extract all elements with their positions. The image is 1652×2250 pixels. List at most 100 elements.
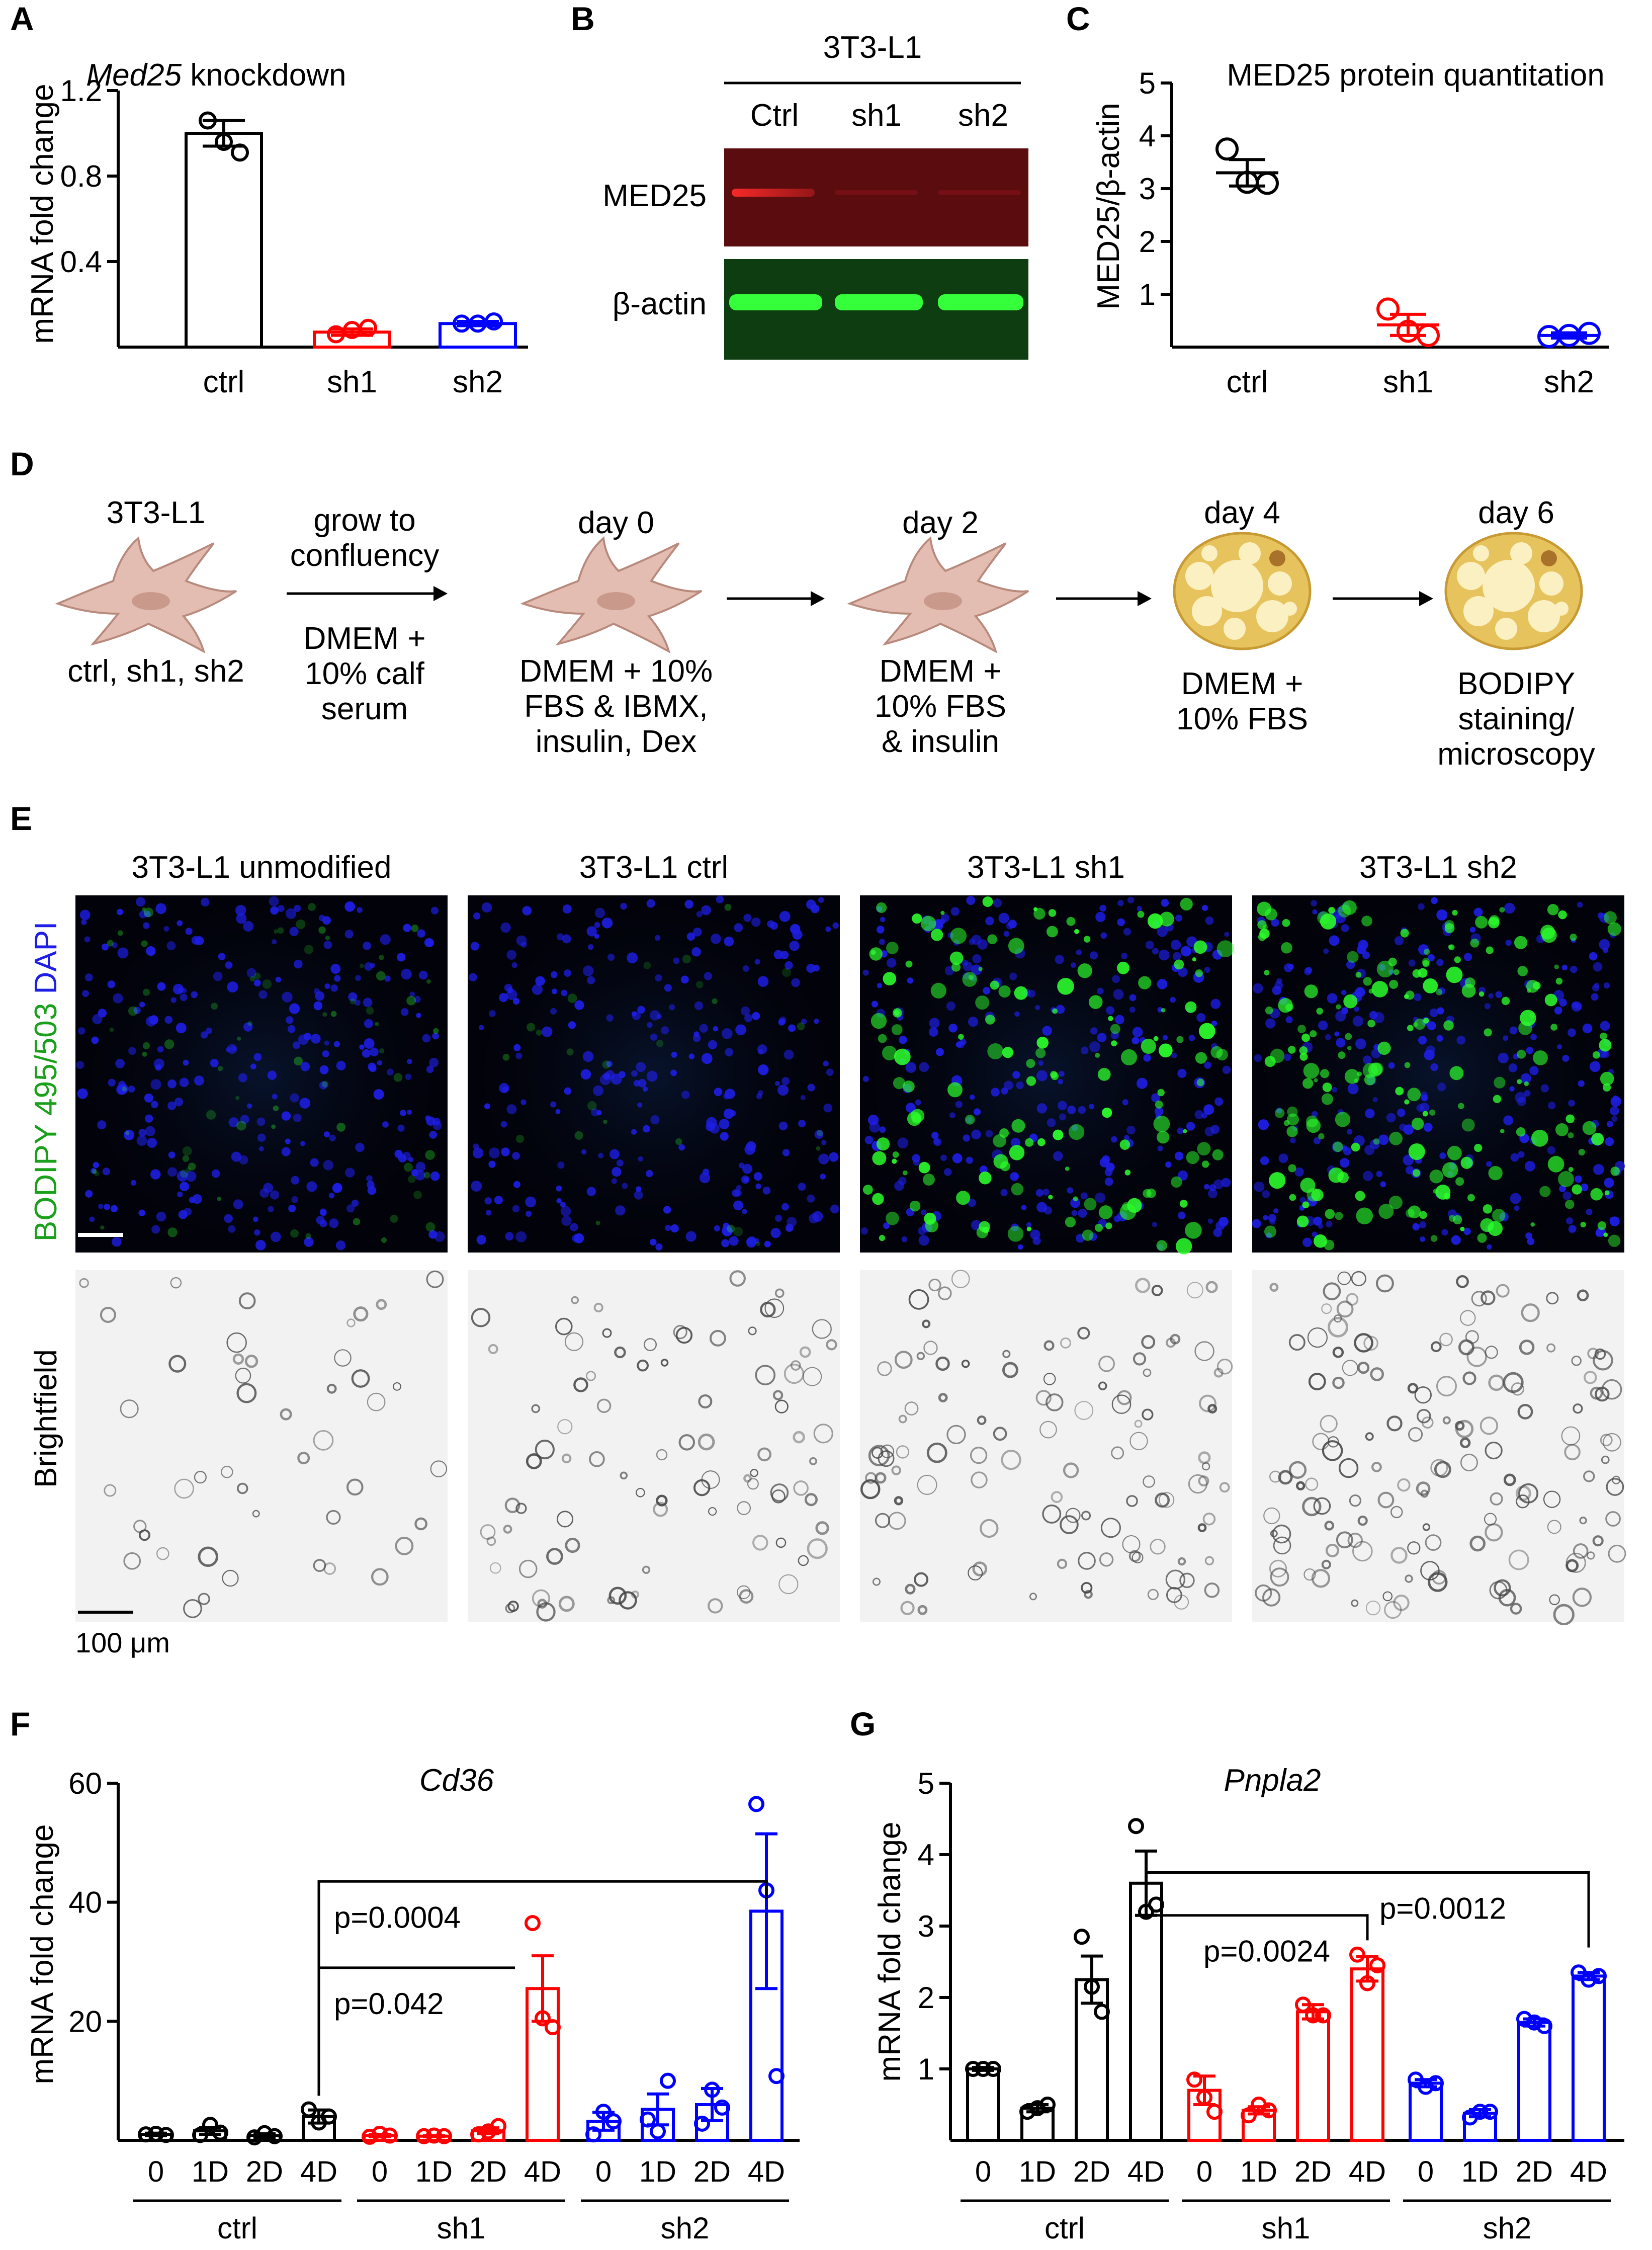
brightfield-cell xyxy=(1143,1475,1155,1488)
bodipy-droplet xyxy=(1371,981,1388,997)
dapi-nucleus xyxy=(757,1090,763,1096)
bodipy-droplet xyxy=(893,1008,902,1018)
brightfield-cell xyxy=(1035,1390,1052,1406)
bodipy-droplet xyxy=(1453,1215,1462,1225)
dapi-nucleus xyxy=(406,1058,412,1064)
brightfield-cell xyxy=(414,1517,427,1531)
bodipy-droplet xyxy=(236,1121,246,1131)
dapi-nucleus xyxy=(167,1101,177,1110)
bodipy-droplet xyxy=(237,1036,241,1041)
dapi-nucleus xyxy=(1017,1244,1023,1250)
dapi-nucleus xyxy=(1016,1081,1024,1090)
dapi-nucleus xyxy=(1117,900,1124,906)
bodipy-droplet xyxy=(797,1022,805,1031)
dapi-nucleus xyxy=(512,997,520,1005)
dapi-nucleus xyxy=(227,981,238,993)
dapi-nucleus xyxy=(1341,924,1349,933)
bodipy-droplet xyxy=(1343,994,1358,1009)
dapi-nucleus xyxy=(1518,1151,1525,1158)
dapi-nucleus xyxy=(985,916,994,926)
dapi-nucleus xyxy=(1606,1121,1613,1128)
dapi-nucleus xyxy=(736,1185,742,1191)
dapi-nucleus xyxy=(767,920,775,928)
dapi-nucleus xyxy=(704,972,713,980)
brightfield-cell xyxy=(1077,1326,1090,1340)
dapi-nucleus xyxy=(735,1024,746,1036)
brightfield-cell xyxy=(280,1408,292,1421)
brightfield-cell xyxy=(1336,1300,1354,1318)
data-point xyxy=(714,2099,730,2116)
bodipy-droplet xyxy=(211,1003,218,1010)
brightfield-cell xyxy=(1303,1568,1316,1581)
bodipy-droplet xyxy=(1011,1183,1024,1196)
dapi-nucleus xyxy=(725,1048,733,1057)
bodipy-droplet xyxy=(940,910,945,915)
dapi-nucleus xyxy=(969,938,976,945)
dapi-nucleus xyxy=(336,1061,346,1070)
dapi-nucleus xyxy=(681,1091,690,1099)
brightfield-cell xyxy=(1324,1521,1334,1531)
brightfield-cell xyxy=(515,1503,527,1514)
dapi-nucleus xyxy=(1076,949,1082,955)
bodipy-droplet xyxy=(993,1134,1006,1148)
dapi-nucleus xyxy=(93,1161,99,1169)
dapi-nucleus xyxy=(328,1193,335,1199)
x-tick-label: 4D xyxy=(1127,2155,1165,2188)
brightfield-cell xyxy=(926,1442,947,1463)
dapi-nucleus xyxy=(1508,1063,1518,1072)
brightfield-cell xyxy=(79,1278,89,1288)
bodipy-droplet xyxy=(930,929,943,941)
dapi-nucleus xyxy=(400,1008,409,1016)
bodipy-droplet xyxy=(879,1234,886,1241)
x-tick-label: 0 xyxy=(975,2155,991,2188)
brightfield-cell xyxy=(1334,1314,1342,1323)
bodipy-droplet xyxy=(862,1185,873,1195)
brightfield-cell xyxy=(198,1546,218,1567)
brightfield-cell xyxy=(1428,1572,1448,1592)
bodipy-droplet xyxy=(1599,1039,1612,1052)
brightfield-cell xyxy=(488,1344,498,1354)
x-tick-label: ctrl xyxy=(203,365,245,399)
bodipy-droplet xyxy=(979,1172,992,1185)
bodipy-droplet xyxy=(411,925,419,932)
brightfield-cell xyxy=(1122,1535,1141,1553)
brightfield-cell xyxy=(1327,1436,1339,1448)
panel-letter-c: C xyxy=(1066,0,1090,37)
bodipy-droplet xyxy=(1335,1212,1343,1220)
brightfield-cell xyxy=(760,1301,776,1318)
dapi-nucleus xyxy=(1509,1086,1515,1092)
dapi-nucleus xyxy=(351,1199,359,1207)
bodipy-droplet xyxy=(502,1053,510,1061)
brightfield-cell xyxy=(1579,1517,1587,1525)
bodipy-droplet xyxy=(1429,1170,1443,1184)
dapi-nucleus xyxy=(1271,919,1279,927)
dapi-nucleus xyxy=(1347,1129,1353,1135)
dapi-nucleus xyxy=(471,1181,482,1192)
bodipy-droplet xyxy=(1444,920,1454,930)
bodipy-droplet xyxy=(1065,1166,1070,1171)
brightfield-cell xyxy=(1508,1549,1529,1570)
dapi-nucleus xyxy=(1337,906,1343,913)
brightfield-cell xyxy=(1600,1434,1613,1447)
bodipy-droplet xyxy=(1317,911,1331,925)
brightfield-cell xyxy=(252,1510,260,1518)
brightfield-cell xyxy=(894,1496,904,1506)
dapi-nucleus xyxy=(313,1001,323,1011)
bodipy-droplet xyxy=(1610,1166,1620,1176)
dapi-nucleus xyxy=(933,919,943,929)
step1-top-1: grow to xyxy=(313,503,415,538)
brightfield-cell xyxy=(922,1319,931,1328)
brightfield-cell xyxy=(1351,1599,1359,1607)
bodipy-droplet xyxy=(390,1214,398,1223)
dapi-nucleus xyxy=(494,1196,503,1205)
bodipy-droplet xyxy=(1314,1234,1327,1248)
dapi-nucleus xyxy=(287,1025,296,1033)
brightfield-cell xyxy=(708,1598,723,1614)
brightfield-cell xyxy=(1099,1552,1114,1567)
brightfield-cell xyxy=(589,1451,605,1467)
brightfield-cell xyxy=(826,1339,837,1351)
dapi-nucleus xyxy=(1329,935,1340,946)
brightfield-cell xyxy=(1332,1376,1345,1389)
brightfield-cell xyxy=(1606,1477,1624,1496)
brightfield-cell xyxy=(346,1478,364,1496)
